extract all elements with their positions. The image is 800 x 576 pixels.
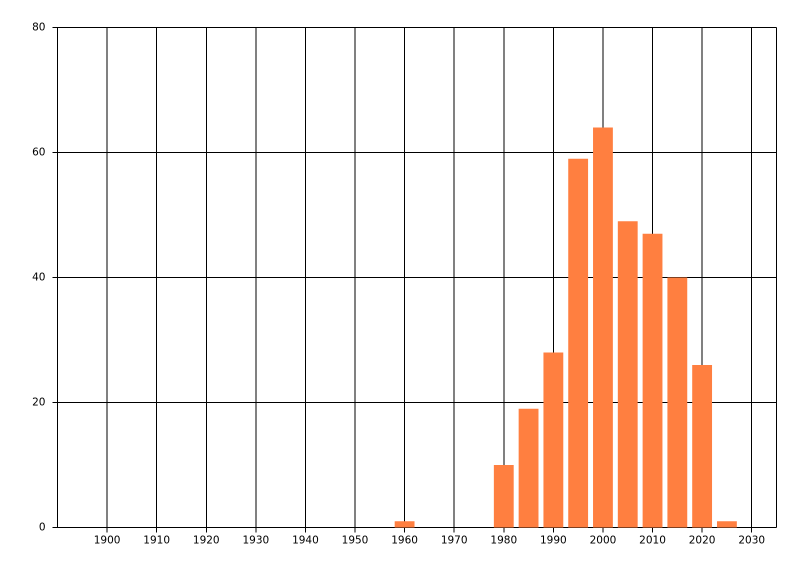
y-tick-label: 20 <box>32 397 45 409</box>
bar <box>667 277 688 528</box>
bar <box>716 521 737 528</box>
y-tick-label: 60 <box>32 147 45 159</box>
bar <box>568 158 589 528</box>
x-tick-label: 2020 <box>689 535 716 547</box>
y-tick-label: 40 <box>32 272 45 284</box>
x-tick-label: 1960 <box>391 535 418 547</box>
bar <box>617 221 638 528</box>
x-tick-label: 2010 <box>639 535 666 547</box>
bar <box>394 521 415 528</box>
x-tick-label: 1980 <box>490 535 517 547</box>
x-tick-label: 1900 <box>94 535 121 547</box>
x-tick-label: 2030 <box>738 535 765 547</box>
x-tick-label: 1920 <box>193 535 220 547</box>
x-tick-label: 1940 <box>292 535 319 547</box>
bar <box>692 365 713 528</box>
bar <box>518 408 539 528</box>
x-tick-label: 1930 <box>242 535 269 547</box>
x-tick-label: 2000 <box>590 535 617 547</box>
y-tick-label: 0 <box>39 522 46 534</box>
y-tick-label: 80 <box>32 22 45 34</box>
bar <box>543 352 564 528</box>
x-tick-label: 1990 <box>540 535 567 547</box>
x-tick-label: 1970 <box>441 535 468 547</box>
bar <box>493 465 514 528</box>
x-tick-label: 1950 <box>342 535 369 547</box>
bar <box>642 233 663 528</box>
bar <box>593 127 613 528</box>
x-tick-label: 1910 <box>143 535 170 547</box>
